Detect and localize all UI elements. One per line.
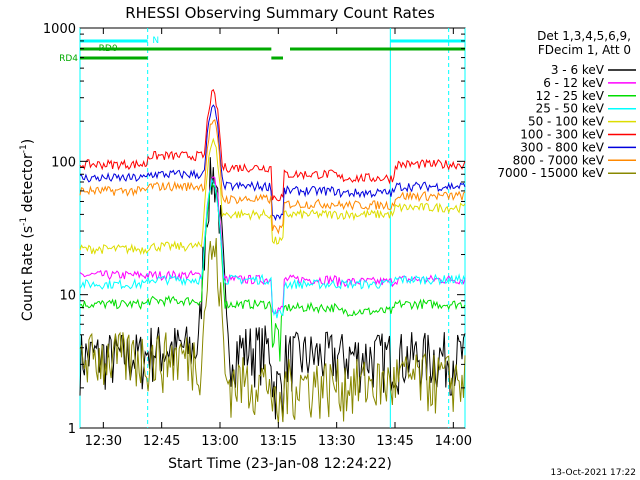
- y-axis-label: Count Rate (s-1 detector-1): [19, 139, 36, 321]
- legend: Det 1,3,4,5,6,9,FDecim 1, Att 0 3 - 6 keV…: [497, 29, 636, 180]
- y-label-end: ): [20, 139, 36, 144]
- legend-header: FDecim 1, Att 0: [538, 43, 631, 57]
- y-label-mid: detector: [20, 153, 36, 217]
- series-line: [79, 182, 466, 362]
- footer-date: 13-Oct-2021 17:22: [551, 468, 636, 478]
- legend-label: 50 - 100 keV: [528, 115, 605, 129]
- series-line: [79, 137, 466, 256]
- flag-rd0-label: RD0: [99, 44, 118, 54]
- legend-label: 800 - 7000 keV: [513, 153, 605, 167]
- y-tick-label: 1: [68, 422, 76, 437]
- x-tick-label: 13:00: [201, 434, 238, 449]
- x-tick-label: 13:30: [318, 434, 355, 449]
- legend-label: 100 - 300 keV: [520, 128, 604, 142]
- x-tick-label: 13:45: [376, 434, 413, 449]
- legend-header: Det 1,3,4,5,6,9,: [537, 29, 631, 43]
- legend-label: 6 - 12 keV: [543, 76, 605, 90]
- x-tick-label: 14:00: [435, 434, 472, 449]
- series-group: [79, 88, 466, 424]
- y-label-sup1: -1: [19, 217, 29, 226]
- series-line: [79, 237, 466, 424]
- series-line: [79, 119, 466, 235]
- chart-title: RHESSI Observing Summary Count Rates: [125, 4, 435, 22]
- legend-label: 7000 - 15000 keV: [497, 166, 604, 180]
- x-tick-label: 13:15: [260, 434, 297, 449]
- flag-n-label: N: [152, 36, 159, 46]
- y-tick-label: 1000: [43, 22, 76, 37]
- x-tick-label: 12:45: [143, 434, 180, 449]
- legend-label: 12 - 25 keV: [536, 89, 605, 103]
- axis-ticks: 12:30 12:45 13:00 13:15 13:30 13:45 14:00 1 10 10…: [43, 22, 472, 449]
- series-line: [79, 88, 466, 202]
- legend-label: 300 - 800 keV: [520, 140, 604, 154]
- x-axis-label: Start Time (23-Jan-08 12:24:22): [168, 456, 392, 472]
- series-line: [79, 177, 466, 319]
- legend-label: 25 - 50 keV: [536, 102, 605, 116]
- y-label-main: Count Rate (s: [20, 226, 36, 321]
- flag-bars: N RD0 RD4: [59, 36, 465, 64]
- series-line: [79, 104, 466, 222]
- y-tick-label: 10: [59, 289, 76, 304]
- y-tick-label: 100: [51, 155, 76, 170]
- flag-rd4-label: RD4: [59, 54, 78, 64]
- y-label-sup2: -1: [19, 144, 29, 153]
- legend-label: 3 - 6 keV: [551, 63, 605, 77]
- x-tick-label: 12:30: [85, 434, 122, 449]
